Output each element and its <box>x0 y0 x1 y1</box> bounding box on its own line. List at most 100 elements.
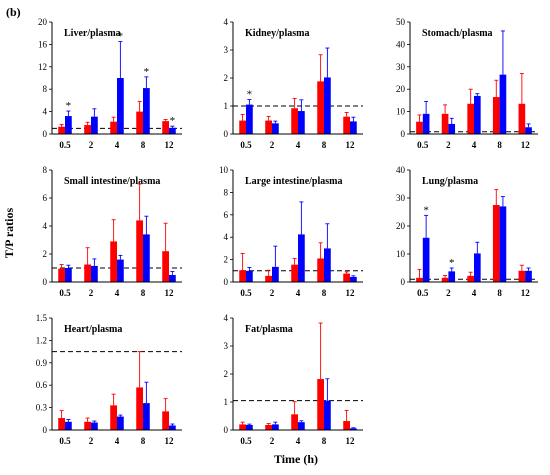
significance-asterisk: * <box>449 257 455 269</box>
y-tick-label: 10 <box>396 107 406 117</box>
chart-panel: Small intestine/plasma 0 2 4 6 8 0.5 2 4 8 12 <box>43 165 182 298</box>
x-tick-label: 2 <box>89 436 94 446</box>
x-tick-label: 0.5 <box>240 140 252 150</box>
panel-letter: (b) <box>6 5 21 19</box>
x-tick-label: 12 <box>165 140 175 150</box>
bar <box>84 421 91 430</box>
bar <box>343 116 350 134</box>
bar <box>58 418 65 430</box>
y-tick-label: 1.2 <box>36 335 47 345</box>
x-tick-label: 12 <box>521 140 531 150</box>
bar <box>162 411 169 430</box>
x-tick-label: 4 <box>296 140 301 150</box>
y-tick-label: 6 <box>43 193 48 203</box>
y-tick-label: 0 <box>43 425 48 435</box>
x-tick-label: 8 <box>141 140 146 150</box>
bar <box>343 421 350 430</box>
bar <box>169 275 176 282</box>
bar <box>65 421 72 430</box>
x-tick-label: 2 <box>270 436 275 446</box>
y-tick-label: 10 <box>219 165 229 175</box>
y-tick-label: 12 <box>38 62 47 72</box>
bar <box>117 259 124 282</box>
bar <box>422 237 430 282</box>
x-tick-label: 12 <box>521 288 531 298</box>
bar <box>272 123 279 134</box>
bar <box>91 422 98 430</box>
bar <box>416 277 423 282</box>
bar <box>518 270 526 282</box>
bar <box>110 405 117 430</box>
bar <box>317 81 324 134</box>
chart-panel: Heart/plasma 0 0.3 0.6 0.9 1.2 1.5 0.5 2 4 8 12 <box>36 313 182 446</box>
x-tick-label: 0.5 <box>59 436 71 446</box>
y-tick-label: 1 <box>224 101 229 111</box>
y-tick-label: 8 <box>43 84 48 94</box>
y-tick-label: 0 <box>401 277 406 287</box>
chart-title: Large intestine/plasma <box>245 176 343 187</box>
y-tick-label: 0 <box>224 277 229 287</box>
x-tick-label: 2 <box>89 140 94 150</box>
y-tick-label: 1.5 <box>36 313 48 323</box>
bar <box>169 127 176 134</box>
bar <box>525 127 532 134</box>
x-tick-label: 0.5 <box>417 140 429 150</box>
y-tick-label: 4 <box>224 313 229 323</box>
bar <box>492 97 500 134</box>
y-tick-label: 0 <box>224 129 229 139</box>
bar <box>84 125 91 134</box>
significance-asterisk: * <box>118 31 124 43</box>
x-tick-label: 4 <box>296 288 301 298</box>
y-tick-label: 0 <box>224 425 229 435</box>
bar <box>298 111 305 134</box>
y-tick-label: 4 <box>43 107 48 117</box>
x-tick-label: 0.5 <box>240 288 252 298</box>
x-tick-label: 12 <box>346 140 356 150</box>
bar <box>298 234 305 282</box>
y-tick-label: 20 <box>396 84 406 94</box>
bar <box>518 103 526 134</box>
y-tick-label: 4 <box>224 17 229 27</box>
chart-title: Heart/plasma <box>64 324 122 335</box>
chart-title: Liver/plasma <box>64 28 121 39</box>
x-tick-label: 2 <box>270 140 275 150</box>
bar <box>441 113 449 134</box>
x-tick-label: 2 <box>89 288 94 298</box>
bar <box>246 104 253 134</box>
y-tick-label: 0 <box>401 129 406 139</box>
x-tick-label: 2 <box>446 140 451 150</box>
bar <box>58 126 65 134</box>
bar <box>91 116 98 134</box>
bar <box>422 113 430 134</box>
bar <box>143 234 150 282</box>
x-tick-label: 8 <box>322 140 327 150</box>
x-axis-label: Time (h) <box>274 452 318 466</box>
bar <box>467 275 474 282</box>
y-tick-label: 40 <box>396 165 406 175</box>
bar <box>58 268 65 282</box>
y-tick-label: 3 <box>224 341 229 351</box>
bar <box>265 120 272 134</box>
y-tick-label: 20 <box>396 221 406 231</box>
chart-title: Fat/plasma <box>245 324 293 335</box>
x-tick-label: 0.5 <box>417 288 429 298</box>
bar <box>265 424 272 430</box>
y-tick-label: 8 <box>43 165 48 175</box>
chart-title: Stomach/plasma <box>422 28 493 39</box>
y-tick-label: 8 <box>224 187 229 197</box>
bar <box>246 424 253 430</box>
chart-panel: Liver/plasma 0 4 8 12 16 20 * * * * 0.5 2 4 8 12 <box>38 17 182 150</box>
x-tick-label: 2 <box>270 288 275 298</box>
bar <box>291 108 298 134</box>
significance-asterisk: * <box>144 66 150 78</box>
x-tick-label: 8 <box>497 140 502 150</box>
bar <box>162 121 169 134</box>
y-tick-label: 0 <box>43 129 48 139</box>
x-tick-label: 8 <box>141 436 146 446</box>
x-tick-label: 2 <box>446 288 451 298</box>
bar <box>350 276 357 282</box>
